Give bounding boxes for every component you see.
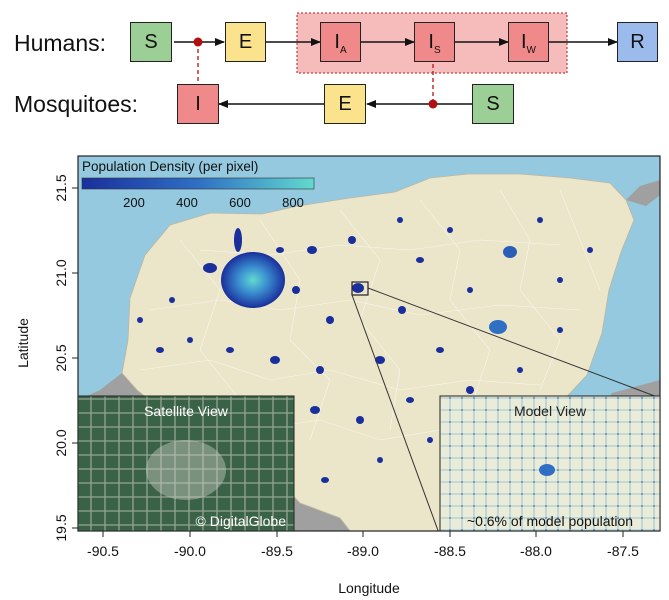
transmission-dot-human (193, 37, 203, 47)
satellite-title: Satellite View (144, 403, 229, 419)
callout-line-right (367, 287, 660, 399)
human-susceptible-text: S (144, 30, 158, 53)
x-tick-label: -88.0 (520, 543, 552, 559)
y-tick-label: 20.5 (53, 344, 69, 371)
population-map: Population Density (per pixel) 200 400 6… (15, 155, 661, 596)
legend-tick-200: 200 (123, 195, 145, 210)
coast-land-east (626, 180, 660, 206)
iw-sub-text: W (526, 44, 536, 56)
is-sub-text: S (433, 44, 441, 56)
model-view-inset: Model View ~0.6% of model population (439, 395, 661, 532)
human-susceptible-box: S (130, 22, 172, 62)
y-tick-label: 21.5 (53, 174, 69, 201)
callout-line-left (351, 294, 439, 531)
legend-title: Population Density (per pixel) (82, 159, 258, 174)
municipal-boundaries (139, 189, 601, 451)
y-axis (72, 187, 78, 529)
ia-main-text: I (334, 30, 340, 53)
x-tick-label: -89.5 (261, 543, 293, 559)
legend-tick-400: 400 (176, 195, 198, 210)
mosquito-exposed-text: E (338, 92, 352, 115)
density-legend: Population Density (per pixel) 200 400 6… (81, 159, 315, 210)
is-main-text: I (428, 30, 434, 53)
satellite-view-inset: Satellite View © DigitalGlobe (77, 395, 295, 532)
x-tick-label: -89.0 (347, 543, 379, 559)
transmission-dot-mosquito (428, 99, 438, 109)
x-tick-label: -88.5 (434, 543, 466, 559)
y-tick-label: 19.5 (53, 514, 69, 541)
mosquito-exposed-box: E (324, 84, 366, 124)
satellite-credit: © DigitalGlobe (196, 513, 287, 529)
x-tick-label: -87.5 (607, 543, 639, 559)
y-tick-label: 20.0 (53, 429, 69, 456)
human-exposed-text: E (238, 30, 253, 53)
x-axis-label: Longitude (338, 580, 400, 596)
iw-main-text: I (520, 30, 527, 53)
model-caption: ~0.6% of model population (467, 513, 633, 529)
legend-tick-600: 600 (229, 195, 251, 210)
y-tick-label: 21.0 (53, 259, 69, 286)
mosquito-infectious-box: I (177, 84, 219, 124)
mosquito-susceptible-text: S (486, 92, 500, 115)
x-axis (102, 531, 624, 537)
human-recovered-text: R (630, 30, 645, 53)
plot-frame (77, 155, 661, 532)
legend-tick-800: 800 (282, 195, 304, 210)
ia-sub-text: A (339, 44, 347, 56)
y-axis-label: Latitude (15, 318, 31, 368)
x-tick-label: -90.0 (174, 543, 206, 559)
mosquito-infectious-text: I (195, 92, 201, 115)
human-exposed-box: E (225, 22, 266, 62)
mosquitoes-label: Mosquitoes: (14, 91, 139, 117)
legend-colorbar (81, 177, 315, 190)
model-title: Model View (514, 403, 587, 419)
mosquito-susceptible-box: S (472, 84, 514, 124)
merida-cluster (221, 252, 285, 308)
x-tick-label: -90.5 (87, 543, 119, 559)
human-recovered-box: R (617, 22, 658, 62)
humans-label: Humans: (14, 30, 107, 56)
